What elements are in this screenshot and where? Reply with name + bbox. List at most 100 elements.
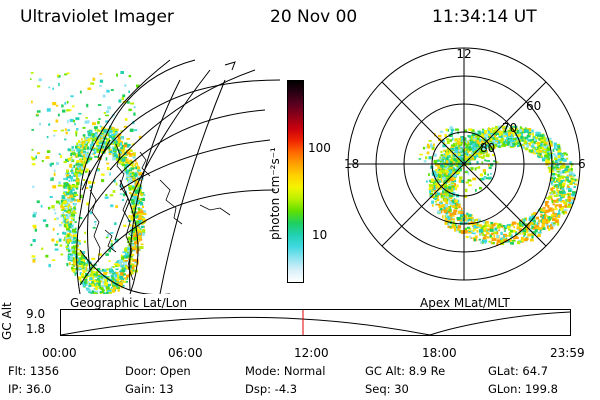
emission-speck (81, 162, 84, 165)
emission-speck (543, 145, 547, 149)
emission-speck (66, 218, 69, 221)
emission-speck (496, 223, 499, 226)
emission-speck (562, 182, 566, 185)
emission-speck (512, 131, 517, 134)
emission-speck (88, 180, 92, 184)
emission-speck (98, 273, 101, 276)
emission-speck (525, 135, 528, 138)
emission-speck (73, 191, 77, 194)
emission-speck (72, 231, 76, 235)
emission-speck (494, 227, 498, 231)
emission-speck (114, 280, 118, 284)
emission-speck (122, 251, 126, 253)
emission-speck (139, 233, 142, 235)
emission-speck (443, 198, 447, 202)
emission-speck (482, 221, 485, 224)
emission-speck (67, 232, 71, 236)
emission-speck (544, 204, 549, 207)
emission-speck (116, 134, 118, 137)
emission-speck (549, 210, 552, 212)
emission-speck (475, 150, 479, 153)
emission-speck (60, 205, 65, 209)
emission-speck (65, 226, 70, 230)
emission-speck (140, 198, 143, 201)
emission-speck (105, 194, 108, 196)
emission-speck (113, 271, 117, 275)
emission-speck (550, 143, 553, 147)
emission-speck (557, 152, 562, 156)
emission-speck (461, 136, 464, 140)
emission-speck (125, 265, 127, 268)
emission-speck (73, 164, 76, 168)
emission-speck (459, 161, 462, 165)
emission-speck (543, 143, 547, 146)
emission-speck (558, 198, 562, 202)
emission-speck (434, 198, 439, 200)
emission-speck (520, 135, 524, 140)
emission-speck (560, 196, 564, 199)
emission-speck (502, 141, 506, 144)
emission-speck (65, 181, 68, 184)
emission-speck (91, 257, 96, 260)
emission-speck (449, 213, 453, 217)
emission-speck (440, 164, 445, 168)
emission-speck (116, 278, 120, 280)
emission-speck (568, 190, 572, 192)
emission-speck (503, 239, 508, 242)
emission-speck (484, 171, 487, 175)
emission-speck (440, 155, 443, 159)
emission-speck (448, 219, 452, 222)
emission-speck (434, 172, 436, 175)
emission-speck (558, 177, 562, 181)
emission-speck (129, 223, 132, 227)
emission-speck (482, 232, 485, 236)
emission-speck (106, 131, 111, 134)
emission-speck (94, 223, 97, 226)
emission-speck (437, 174, 442, 177)
emission-speck (65, 174, 69, 178)
emission-speck (85, 160, 87, 163)
emission-speck (63, 239, 66, 242)
dsp-info: Dsp: -4.3 (245, 382, 298, 396)
emission-speck (568, 199, 571, 202)
emission-speck (131, 152, 136, 155)
emission-speck (70, 158, 73, 162)
emission-speck (436, 178, 439, 182)
emission-speck (469, 223, 473, 226)
emission-speck (122, 155, 125, 157)
emission-speck (448, 183, 451, 186)
emission-speck (568, 201, 571, 205)
emission-speck (67, 209, 72, 212)
emission-speck (443, 209, 447, 214)
emission-speck (548, 145, 551, 149)
emission-speck (446, 169, 448, 172)
emission-speck (525, 127, 527, 131)
emission-speck (114, 133, 117, 136)
emission-speck (451, 224, 454, 228)
emission-speck (76, 182, 80, 185)
emission-speck (70, 238, 75, 241)
emission-speck (499, 145, 502, 147)
emission-speck (574, 183, 578, 186)
emission-speck (65, 172, 67, 175)
emission-speck (142, 217, 145, 219)
emission-speck (76, 246, 79, 248)
emission-speck (36, 110, 41, 113)
emission-speck (66, 173, 69, 175)
emission-speck (540, 213, 543, 217)
emission-speck (464, 171, 469, 174)
emission-speck (132, 178, 136, 181)
emission-speck (105, 114, 109, 117)
emission-speck (92, 279, 97, 283)
emission-speck (103, 271, 107, 276)
emission-speck (75, 245, 78, 249)
emission-speck (524, 239, 528, 242)
emission-speck (560, 165, 564, 169)
emission-speck (480, 241, 483, 244)
emission-speck (82, 134, 86, 137)
emission-speck (511, 142, 514, 145)
emission-speck (75, 185, 79, 188)
emission-speck (69, 208, 73, 211)
emission-speck (455, 153, 458, 157)
emission-speck (103, 292, 105, 294)
